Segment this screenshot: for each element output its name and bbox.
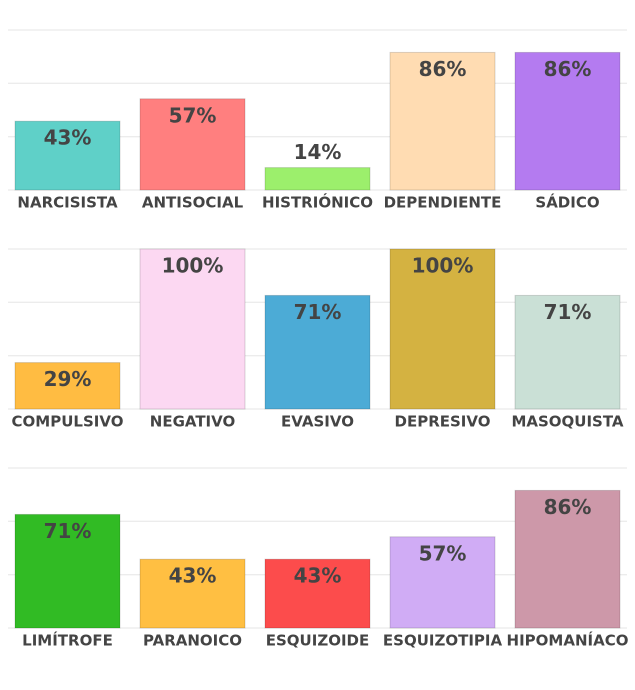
bar — [264, 294, 371, 410]
value-label: 43% — [44, 126, 92, 150]
bar — [264, 558, 371, 629]
bar — [139, 558, 246, 629]
category-label: ESQUIZOIDE — [266, 632, 369, 650]
category-label: SÁDICO — [535, 193, 599, 212]
category-label: COMPULSIVO — [12, 413, 124, 431]
bar — [389, 248, 496, 410]
value-label: 86% — [544, 495, 592, 519]
value-label: 100% — [162, 254, 224, 278]
bar — [389, 536, 496, 629]
value-label: 71% — [544, 300, 592, 324]
bar — [139, 98, 246, 191]
value-label: 86% — [544, 57, 592, 81]
bar — [514, 51, 621, 191]
bar — [514, 294, 621, 410]
category-label: ESQUIZOTIPIA — [383, 632, 503, 650]
category-label: NEGATIVO — [150, 413, 235, 431]
value-label: 71% — [44, 519, 92, 543]
bar — [514, 489, 621, 629]
category-label: HIPOMANÍACO — [507, 631, 629, 650]
value-label: 86% — [419, 57, 467, 81]
bar — [389, 51, 496, 191]
value-label: 43% — [169, 564, 217, 588]
category-label: DEPENDIENTE — [384, 194, 502, 212]
category-label: LIMÍTROFE — [22, 631, 113, 650]
category-label: HISTRIÓNICO — [262, 193, 373, 212]
value-label: 14% — [294, 140, 342, 164]
category-label: NARCISISTA — [17, 194, 118, 212]
value-label: 71% — [294, 300, 342, 324]
value-label: 100% — [412, 254, 474, 278]
value-label: 57% — [419, 541, 467, 565]
bar — [14, 513, 121, 629]
category-label: EVASIVO — [281, 413, 354, 431]
value-label: 29% — [44, 367, 92, 391]
bar — [14, 120, 121, 191]
category-label: DEPRESIVO — [395, 413, 491, 431]
bar — [139, 248, 246, 410]
value-label: 43% — [294, 564, 342, 588]
bar — [14, 362, 121, 410]
category-label: MASOQUISTA — [511, 413, 623, 431]
category-label: PARANOICO — [143, 632, 242, 650]
category-label: ANTISOCIAL — [142, 194, 244, 212]
bar — [264, 167, 371, 191]
value-label: 57% — [169, 103, 217, 127]
